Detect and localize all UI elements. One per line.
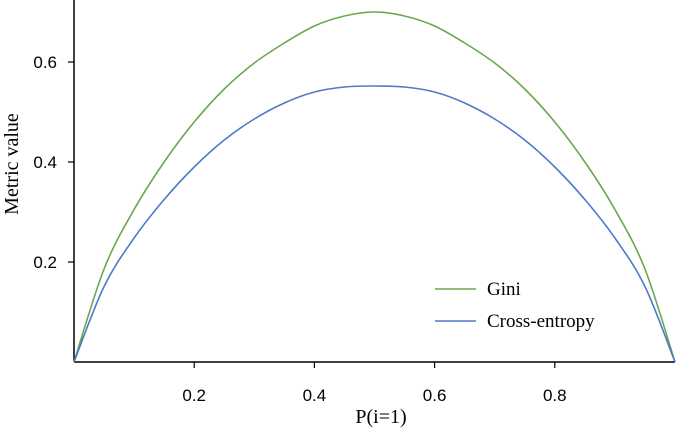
legend: Gini Cross-entropy (435, 279, 595, 332)
x-tick-label: 0.8 (543, 386, 567, 405)
x-tick-label: 0.2 (182, 386, 206, 405)
series-line-cross-entropy (73, 85, 676, 363)
y-tick-label: 0.6 (33, 53, 57, 72)
series-lines (73, 11, 676, 363)
y-tick-label: 0.4 (33, 153, 57, 172)
x-tick-label: 0.6 (423, 386, 447, 405)
ticks: 0.2 0.4 0.6 0.8 0.2 0.4 0.6 (33, 53, 566, 405)
y-tick-label: 0.2 (33, 253, 57, 272)
axes (73, 0, 675, 363)
y-axis-title: Metric value (1, 113, 23, 215)
legend-label-gini: Gini (487, 279, 521, 300)
x-tick-label: 0.4 (303, 386, 327, 405)
x-axis-title: P(i=1) (355, 406, 406, 428)
series-line-gini (73, 11, 676, 363)
legend-label-cross-entropy: Cross-entropy (487, 311, 595, 332)
